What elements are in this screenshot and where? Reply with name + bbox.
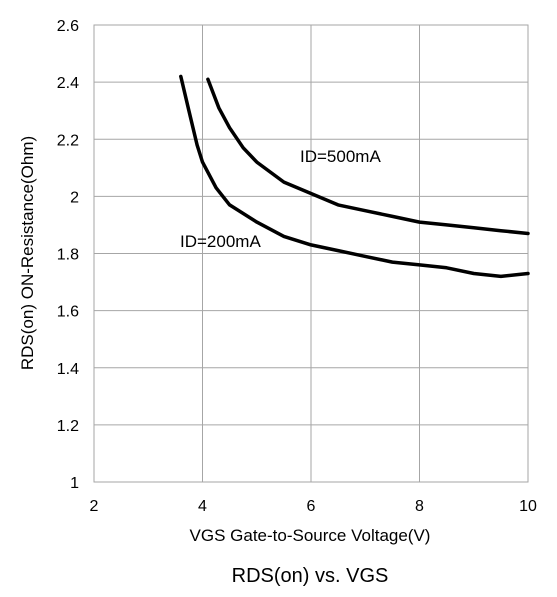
y-axis-ticks: 1 1.2 1.4 1.6 1.8 2 2.2 2.4 2.6	[57, 18, 79, 492]
grid-layer	[93, 24, 529, 483]
y-tick-label: 2.6	[57, 18, 79, 35]
x-axis-ticks: 2 4 6 8 10	[90, 498, 537, 515]
y-tick-label: 1.4	[57, 361, 79, 378]
x-axis-title: VGS Gate-to-Source Voltage(V)	[190, 526, 431, 545]
y-tick-label: 1	[70, 475, 79, 492]
y-tick-label: 2	[70, 189, 79, 206]
series-layer	[179, 74, 530, 279]
plot-frame	[93, 24, 529, 483]
series-label-500ma: ID=500mA	[300, 147, 381, 166]
y-tick-label: 1.8	[57, 247, 79, 264]
series-label-200ma: ID=200mA	[180, 232, 261, 251]
y-tick-label: 1.6	[57, 304, 79, 321]
x-tick-label: 4	[198, 498, 207, 515]
series-line-500ma	[206, 77, 530, 236]
x-tick-label: 2	[90, 498, 99, 515]
x-tick-label: 10	[519, 498, 537, 515]
y-tick-label: 2.2	[57, 132, 79, 149]
series-line-200ma	[179, 74, 530, 279]
chart-title: RDS(on) vs. VGS	[232, 565, 389, 587]
y-tick-label: 1.2	[57, 418, 79, 435]
x-tick-label: 8	[415, 498, 424, 515]
y-tick-label: 2.4	[57, 75, 79, 92]
x-tick-label: 6	[307, 498, 316, 515]
y-axis-title: RDS(on) ON-Resistance(Ohm)	[18, 136, 37, 370]
